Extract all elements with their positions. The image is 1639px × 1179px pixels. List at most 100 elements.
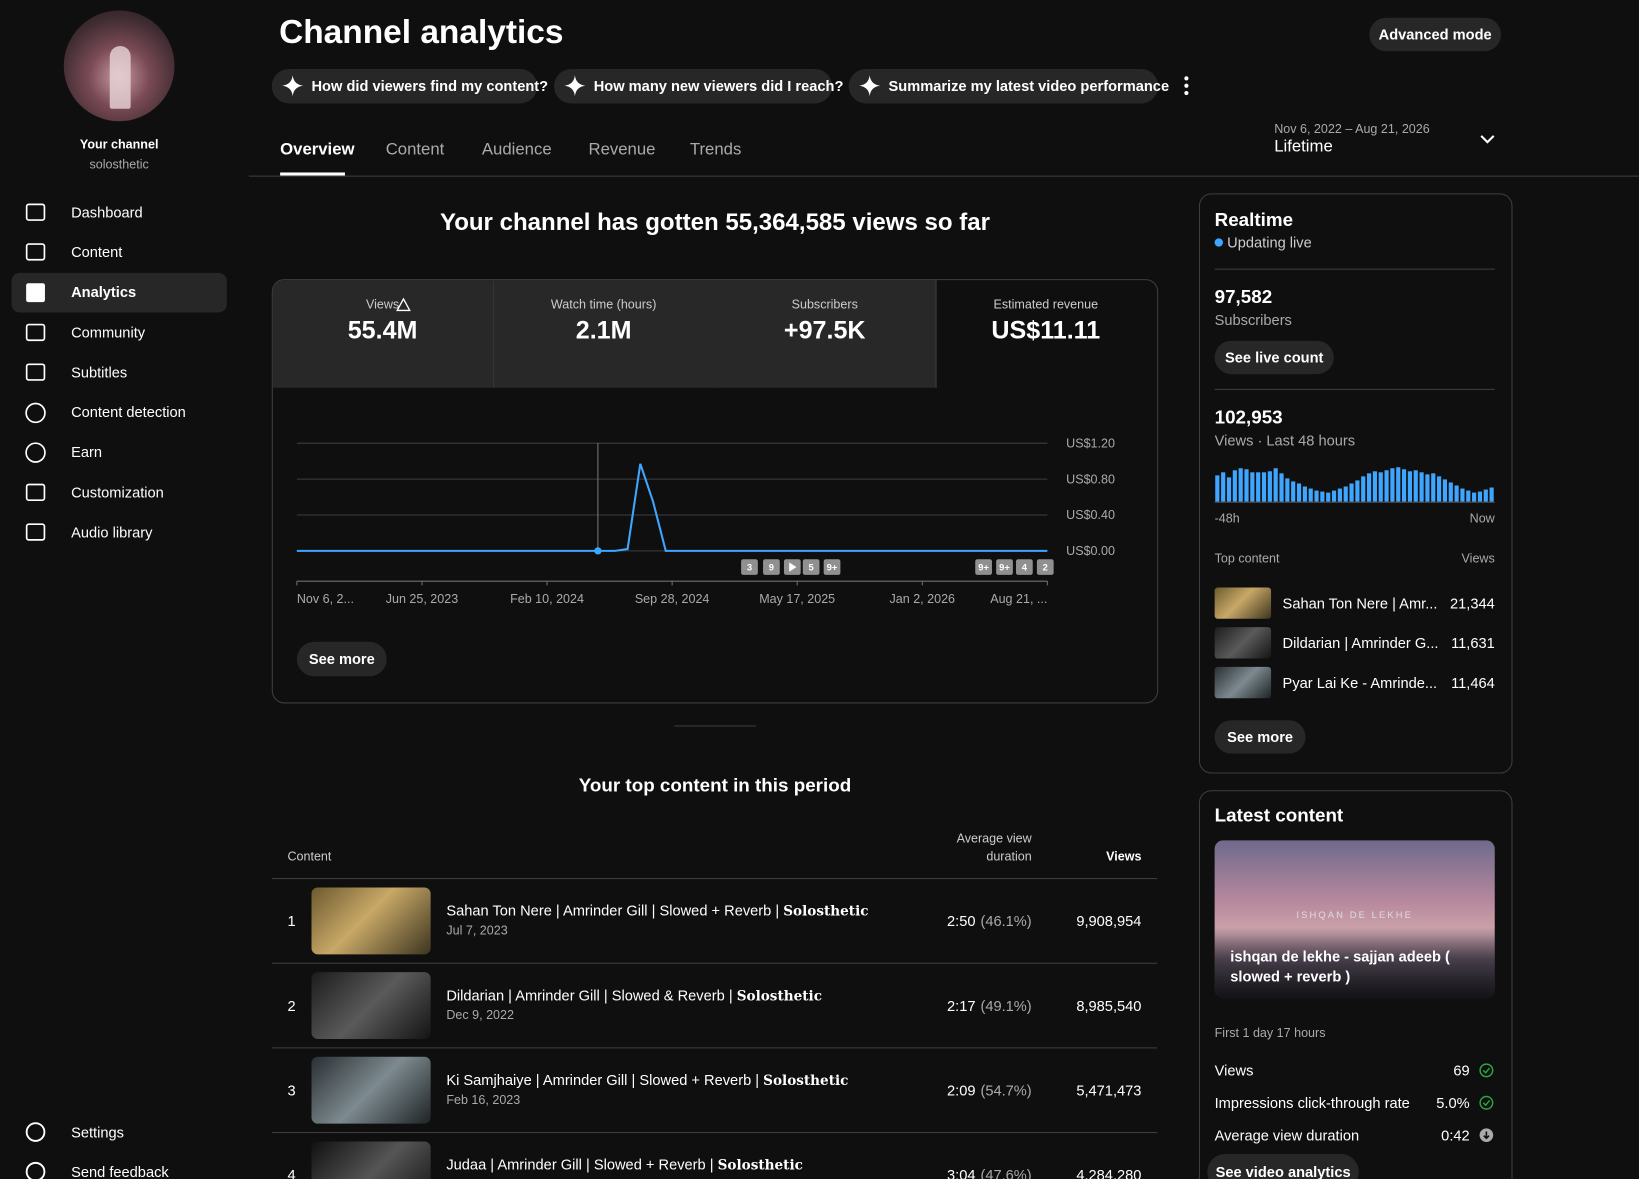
nav-item[interactable]: Content — [71, 243, 123, 261]
realtime-bar — [1355, 480, 1360, 502]
content-row[interactable]: 3 Ki Samjhaiye | Amrinder Gill | Slowed +… — [272, 1048, 1157, 1132]
triangle — [396, 297, 411, 312]
nav-icon — [26, 282, 45, 302]
top-title[interactable]: Sahan Ton Nere | Amr... — [1282, 594, 1438, 612]
nav-active-bg — [11, 272, 227, 313]
nav-item[interactable]: Content detection — [71, 403, 186, 421]
views: 4,284,280 — [1076, 1166, 1142, 1179]
nav-item[interactable]: Audio library — [71, 523, 153, 541]
live-label: Updating live — [1227, 233, 1312, 251]
prompt-chip[interactable]: How did viewers find my content? — [271, 68, 548, 104]
views-count: 102,953 — [1214, 406, 1283, 428]
nav-item[interactable]: Dashboard — [71, 203, 143, 221]
sparkle-icon — [859, 75, 881, 97]
realtime-bar — [1361, 476, 1366, 502]
top-thumbnail — [1214, 666, 1272, 699]
content-row[interactable]: 2 Dildarian | Amrinder Gill | Slowed & Re… — [272, 964, 1157, 1048]
realtime-bar — [1407, 471, 1412, 502]
nav-item[interactable]: Customization — [71, 483, 164, 501]
icon-shape — [25, 203, 46, 221]
footer-item[interactable]: Send feedback — [71, 1162, 169, 1179]
metric-tile[interactable]: Views 55.4M — [272, 280, 495, 388]
stat-value: 0:42 — [1441, 1126, 1470, 1144]
duration: 3:04 — [947, 1166, 976, 1179]
metric-label: Watch time (hours) — [550, 296, 657, 312]
tab[interactable]: Trends — [689, 141, 742, 160]
y-tick-label: US$0.40 — [1066, 508, 1115, 522]
row-divider — [271, 878, 1158, 880]
realtime-see-more[interactable]: See more — [1214, 720, 1306, 754]
nav-icon — [25, 323, 46, 341]
period-chevron — [1480, 135, 1495, 144]
stat-label: Views — [1214, 1061, 1254, 1079]
nav-item[interactable]: Subtitles — [71, 363, 128, 381]
realtime-bar — [1437, 476, 1442, 502]
realtime-bar — [1215, 475, 1220, 502]
video-title: Ki Samjhaiye | Amrinder Gill | Slowed + … — [446, 1071, 848, 1089]
metric-value: 2.1M — [575, 316, 632, 345]
annotation-box — [763, 559, 780, 575]
annotation-label: 9+ — [999, 562, 1010, 573]
top-label: Top content — [1214, 550, 1280, 566]
realtime-bar — [1378, 472, 1383, 502]
nav-icon — [25, 363, 46, 381]
top-views: 11,631 — [1451, 634, 1495, 651]
top-title[interactable]: Dildarian | Amrinder G... — [1282, 634, 1439, 651]
top-title[interactable]: Pyar Lai Ke - Amrinde... — [1282, 673, 1438, 691]
content-row[interactable]: 4 Judaa | Amrinder Gill | Slowed + Reverb… — [272, 1133, 1157, 1179]
nav-item[interactable]: Community — [71, 323, 146, 341]
period[interactable]: Lifetime — [1274, 138, 1333, 157]
sparkle — [859, 75, 881, 97]
x-tick-label: Jun 25, 2023 — [386, 592, 458, 606]
see-more-button[interactable]: See more — [296, 641, 387, 677]
realtime-bar — [1413, 470, 1418, 502]
icon-shape — [25, 402, 46, 423]
realtime-bars — [1214, 467, 1495, 503]
footer-item[interactable]: Settings — [71, 1123, 124, 1140]
metric-tile[interactable]: Estimated revenue US$11.11 — [936, 280, 1157, 388]
channel-name: Solosthetic — [736, 988, 822, 1005]
advanced-mode-button[interactable]: Advanced mode — [1369, 17, 1502, 52]
tab[interactable]: Content — [385, 141, 445, 160]
thumbnail — [311, 887, 431, 955]
realtime-bar — [1343, 486, 1348, 502]
col-header: Content — [287, 848, 332, 864]
latest-thumbnail[interactable]: ISHQAN DE LEKHE ishqan de lekhe - sajjan … — [1214, 840, 1495, 999]
col-header: Views — [1106, 848, 1142, 864]
video-analytics-button[interactable]: See video analytics — [1207, 1153, 1359, 1179]
prompt-text: Summarize my latest video performance — [888, 77, 1170, 95]
content-row[interactable]: 1 Sahan Ton Nere | Amrinder Gill | Slowed… — [272, 879, 1157, 963]
x-tick-label: Sep 28, 2024 — [635, 592, 710, 606]
realtime-bar — [1337, 488, 1342, 502]
warning-icon — [396, 297, 411, 312]
live-count-button[interactable]: See live count — [1214, 340, 1334, 375]
realtime-bar — [1454, 485, 1459, 502]
revenue-line — [296, 463, 1048, 552]
prompt-chip[interactable]: Summarize my latest video performance — [848, 68, 1169, 104]
nav-item[interactable]: Earn — [71, 443, 102, 461]
icon-shape — [25, 1122, 46, 1142]
tab[interactable]: Audience — [481, 141, 552, 160]
tab[interactable]: Revenue — [588, 141, 656, 160]
hover-dot — [594, 547, 602, 555]
nav-item[interactable]: Analytics — [71, 283, 137, 301]
metric-tile[interactable]: Watch time (hours) 2.1M — [493, 280, 716, 388]
views: 8,985,540 — [1076, 996, 1142, 1014]
rank: 1 — [287, 912, 296, 929]
rank: 2 — [287, 996, 296, 1014]
video-title: Dildarian | Amrinder Gill | Slowed & Rev… — [446, 987, 822, 1005]
realtime-bar — [1308, 488, 1313, 502]
advanced-mode-button-label: Advanced mode — [1378, 25, 1492, 43]
more-menu — [1184, 76, 1189, 96]
metric-value: US$11.11 — [991, 316, 1101, 345]
col-header: Average view duration — [956, 830, 1032, 864]
card-divider — [1214, 268, 1495, 270]
annotation-box — [802, 559, 820, 575]
prompt-chip[interactable]: How many new viewers did I reach? — [553, 68, 843, 104]
title-text: Judaa | Amrinder Gill | Slowed + Reverb … — [446, 1156, 718, 1173]
metric-tile[interactable]: Subscribers +97.5K — [714, 280, 937, 388]
tab[interactable]: Overview — [280, 141, 355, 160]
dot — [1184, 83, 1189, 88]
